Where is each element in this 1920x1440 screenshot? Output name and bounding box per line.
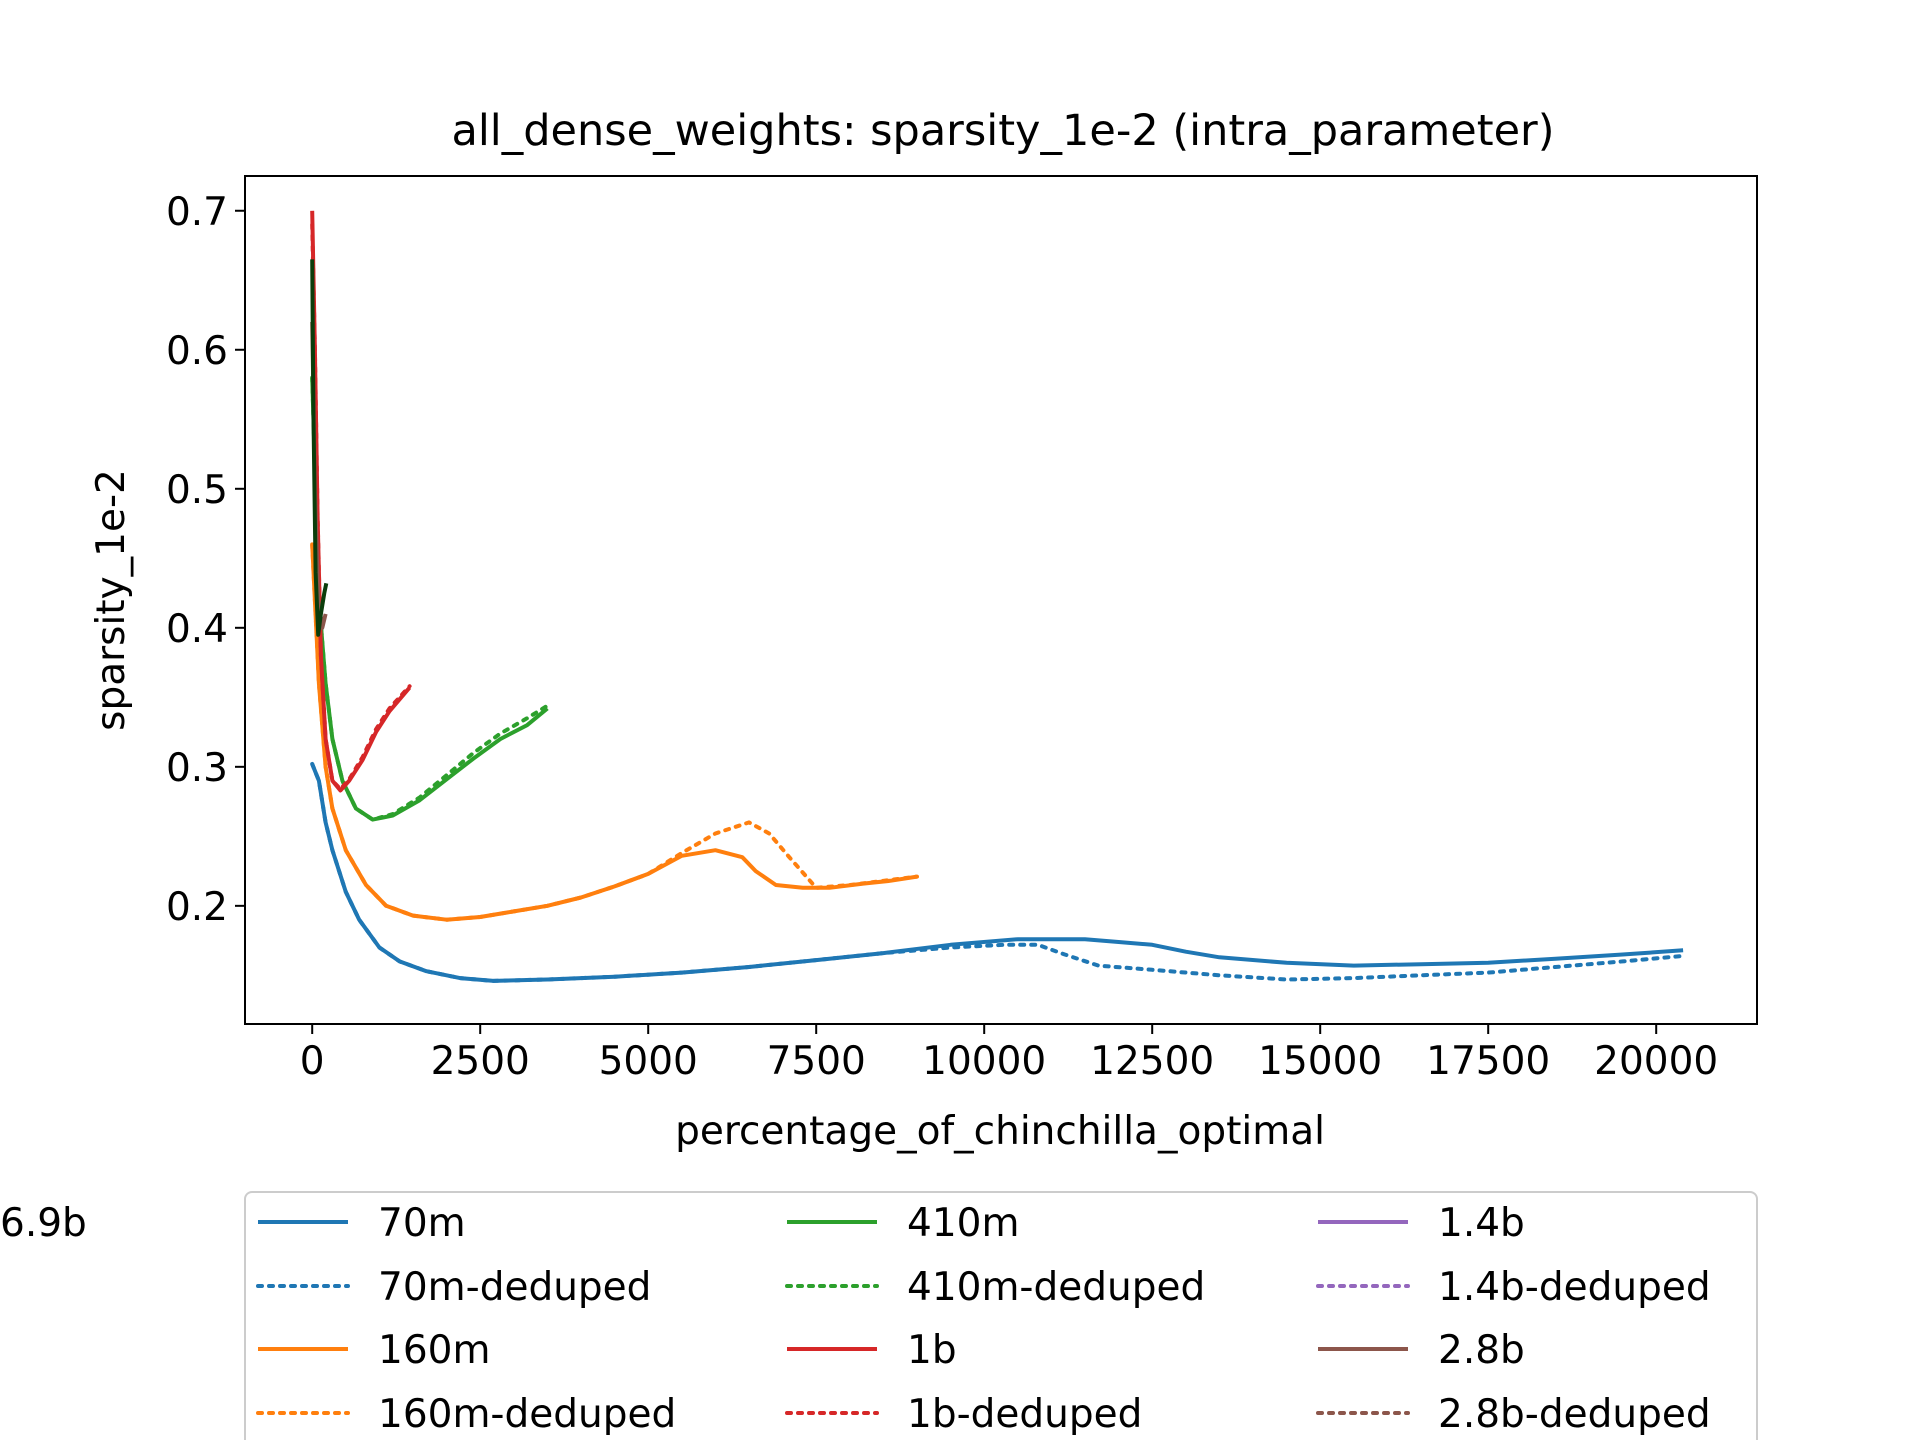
x-tick-label: 15000 [1258,1039,1382,1084]
legend-item-1b-deduped: 1b-deduped [785,1392,1142,1437]
legend-item-160m: 160m [258,1328,490,1373]
legend-item-1b: 1b [787,1328,957,1373]
y-tick-label: 0.2 [166,885,228,930]
legend-label: 70m-deduped [378,1265,651,1310]
x-tick-label: 5000 [599,1039,698,1084]
legend-label: 6.9b [0,1201,87,1246]
series-line-6-9b [310,259,329,637]
series-line-70m [310,763,1684,983]
legend: 70m 70m-deduped 160m 160m-deduped 410m 410m-d… [0,1191,1758,1440]
legend-frame [244,1191,1758,1440]
legend-item-2-8b-deduped: 2.8b-deduped [1316,1392,1711,1437]
legend-item-2-8b: 2.8b [1318,1328,1525,1373]
legend-item-70m: 70m [258,1201,466,1246]
x-axis-ticks: 0 2500 5000 7500 10000 12500 15000 17500 20000 [300,1024,1718,1084]
legend-item-1-4b: 1.4b [1318,1201,1525,1246]
y-tick-label: 0.4 [166,607,228,652]
legend-item-6-9b: 6.9b [0,1201,87,1246]
x-tick-label: 2500 [431,1039,530,1084]
x-tick-label: 10000 [922,1039,1046,1084]
x-tick-label: 12500 [1090,1039,1214,1084]
y-tick-label: 0.3 [166,746,228,791]
legend-label: 2.8b-deduped [1438,1392,1711,1437]
chart-title: all_dense_weights: sparsity_1e-2 (intra_… [451,106,1554,156]
y-tick-label: 0.5 [166,468,228,513]
legend-label: 410m-deduped [907,1265,1205,1310]
legend-label: 160m [378,1328,490,1373]
x-tick-label: 7500 [767,1039,866,1084]
legend-label: 410m [907,1201,1019,1246]
legend-label: 1.4b [1438,1201,1525,1246]
y-tick-label: 0.6 [166,329,228,374]
legend-label: 1b [907,1328,957,1373]
x-tick-label: 20000 [1594,1039,1718,1084]
legend-item-160m-deduped: 160m-deduped [256,1392,676,1437]
plot-frame [244,175,1758,1025]
y-tick-label: 0.7 [166,190,228,235]
series-line-160m [310,544,918,922]
x-axis-label: percentage_of_chinchilla_optimal [675,1109,1325,1154]
series-line-410m [310,377,549,822]
legend-label: 1b-deduped [907,1392,1142,1437]
legend-label: 70m [378,1201,466,1246]
legend-item-1-4b-deduped: 1.4b-deduped [1316,1265,1711,1310]
series-line-70m-deduped [310,762,1686,983]
series-line-1b-deduped [310,222,412,792]
y-axis-ticks: 0.2 0.3 0.4 0.5 0.6 0.7 [166,190,245,930]
legend-entries: 70m 70m-deduped 160m 160m-deduped 410m 410m-d… [0,1201,1711,1437]
legend-label: 1.4b-deduped [1438,1265,1711,1310]
legend-label: 160m-deduped [378,1392,676,1437]
series-line-410m-deduped [310,375,550,822]
legend-item-70m-deduped: 70m-deduped [256,1265,651,1310]
x-tick-label: 17500 [1426,1039,1550,1084]
legend-label: 2.8b [1438,1328,1525,1373]
series-line-160m-deduped [310,542,919,922]
plot-lines [310,210,1686,983]
y-axis-label: sparsity_1e-2 [89,469,134,731]
legend-item-410m-deduped: 410m-deduped [785,1265,1205,1310]
x-tick-label: 0 [300,1039,325,1084]
legend-item-410m: 410m [787,1201,1019,1246]
